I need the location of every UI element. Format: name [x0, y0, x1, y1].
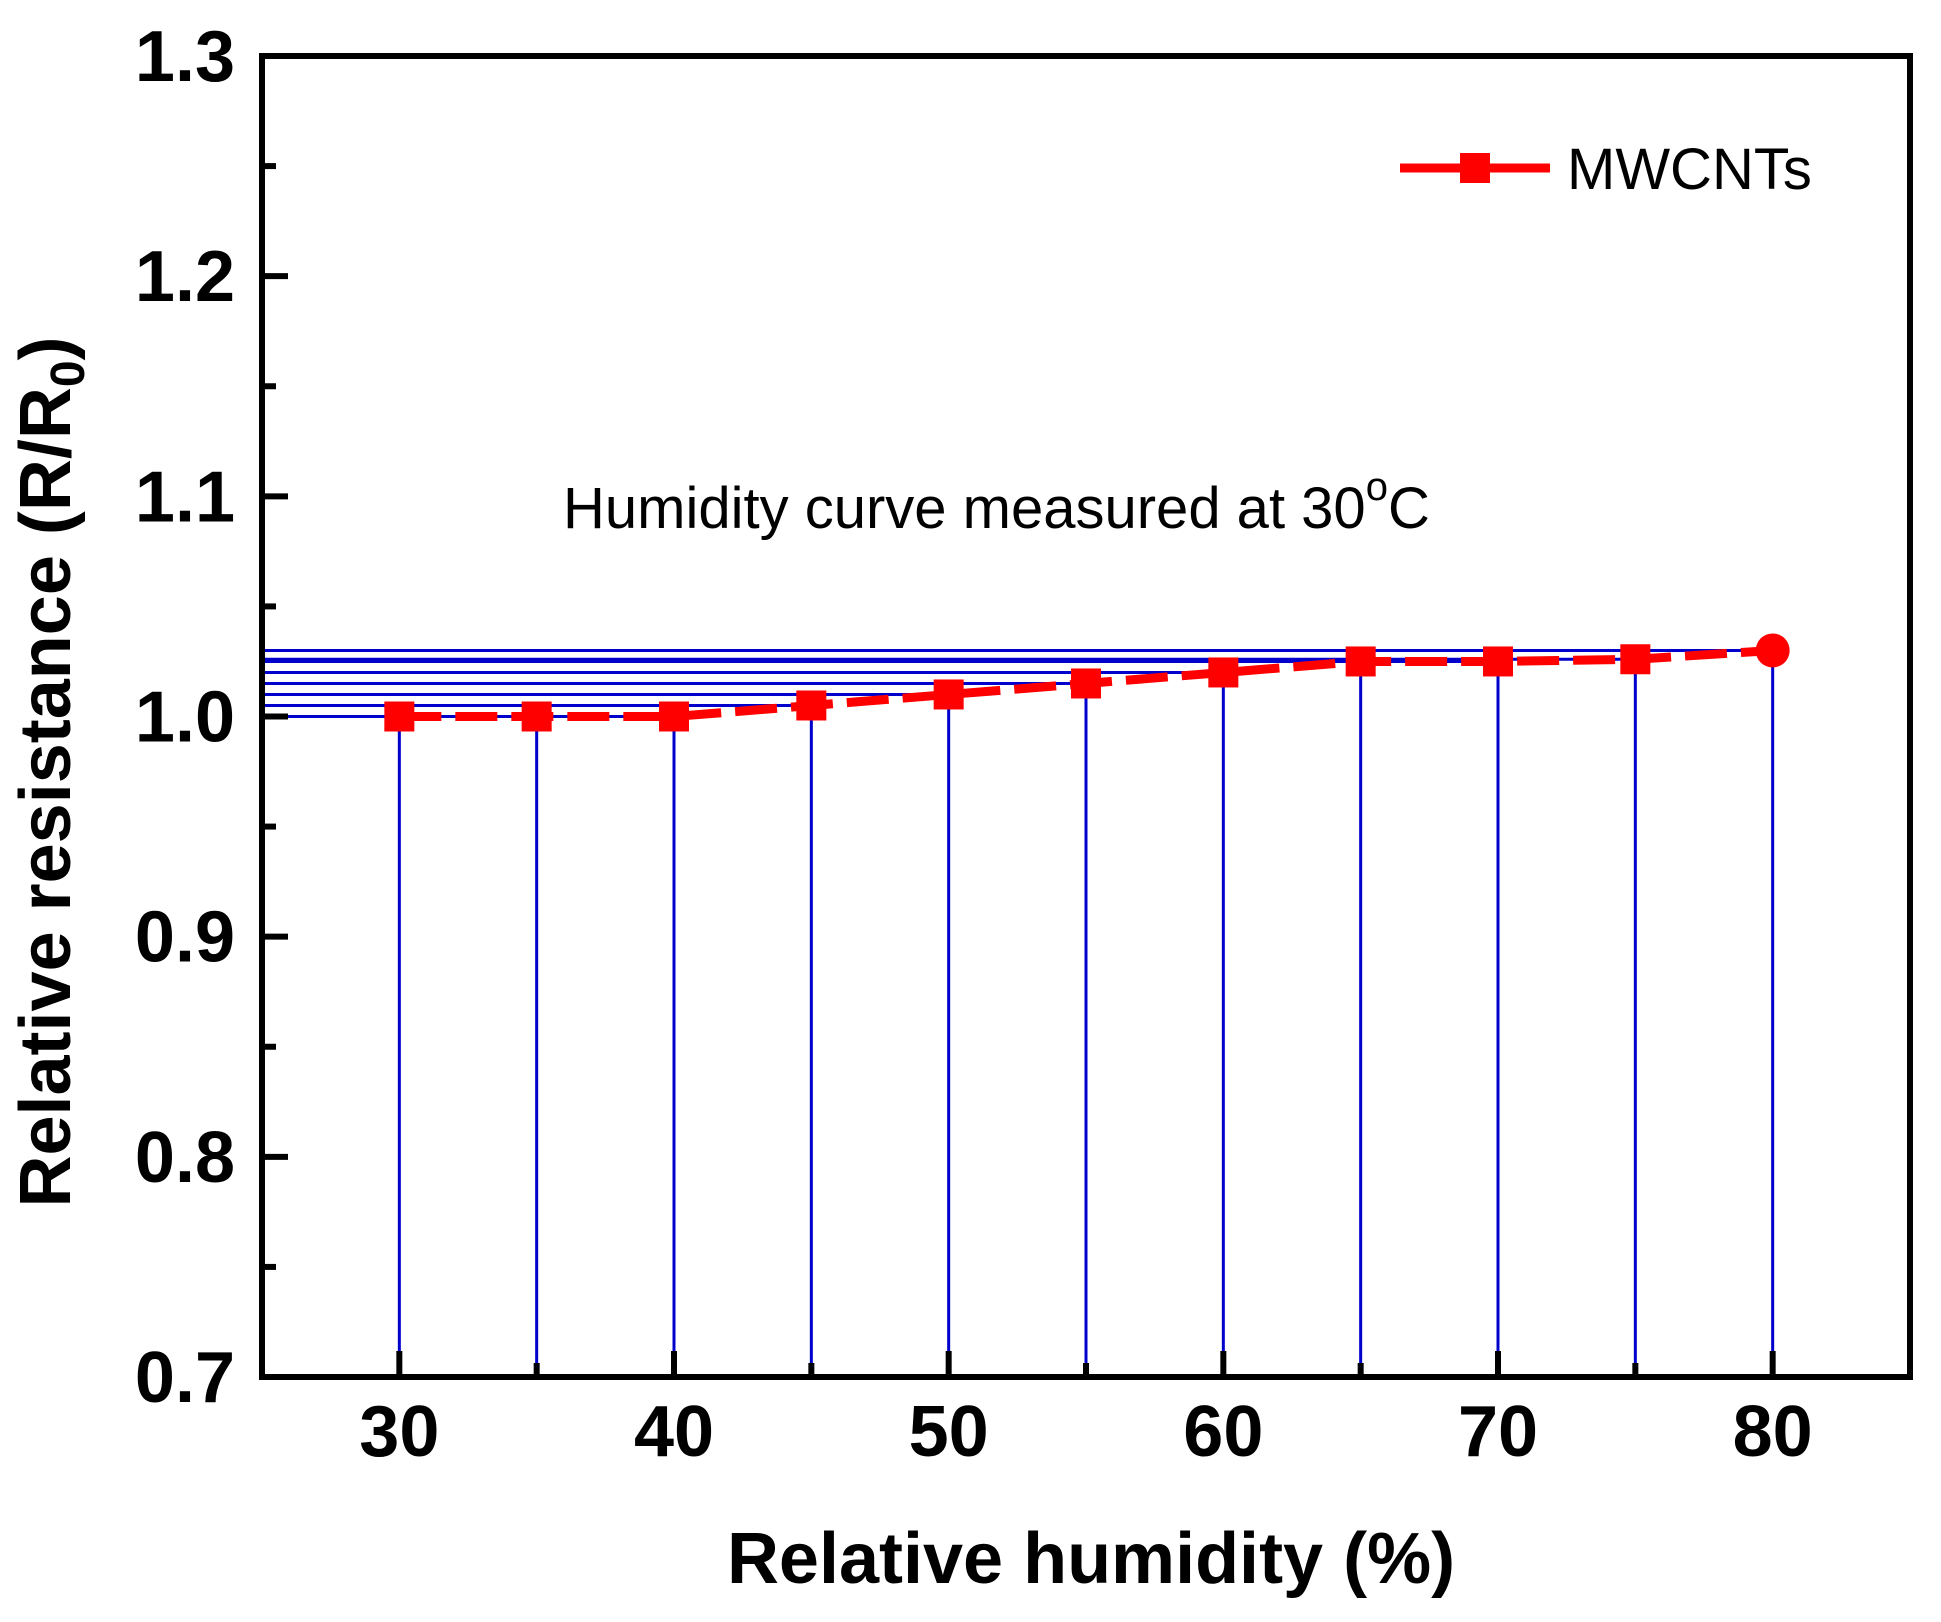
y-tick-label: 1.0 [135, 678, 235, 758]
y-tick-label: 0.9 [135, 898, 235, 978]
x-tick-label: 40 [634, 1392, 714, 1472]
y-tick-label: 1.1 [135, 457, 235, 537]
x-tick-label: 80 [1733, 1392, 1813, 1472]
data-point-square [1483, 646, 1513, 677]
data-point-square [1345, 646, 1376, 677]
x-tick-label: 30 [359, 1392, 439, 1472]
annotation-main: Humidity curve measured at 30 [563, 476, 1366, 541]
x-axis-ticks: 30 40 50 60 70 80 [359, 1351, 1813, 1472]
data-point-square [659, 701, 689, 732]
y-axis-title-suffix: ) [6, 336, 86, 360]
legend-label-mwcnts: MWCNTs [1567, 137, 1812, 202]
data-point-square [1208, 657, 1239, 688]
y-axis-title: Relative resistance (R/R0) [6, 336, 95, 1207]
x-tick-label: 60 [1183, 1392, 1263, 1472]
data-point-square [796, 690, 827, 721]
data-point-square [384, 701, 415, 732]
legend-marker [1460, 153, 1490, 183]
y-tick-label: 1.2 [135, 237, 235, 317]
x-tick-label: 50 [909, 1392, 989, 1472]
data-point-square [1620, 644, 1651, 675]
annotation-suffix: C [1388, 476, 1430, 541]
y-tick-label: 0.7 [135, 1338, 235, 1418]
series-layer [384, 633, 1790, 732]
y-axis-ticks: 0.7 0.8 0.9 1.0 1.1 1.2 1.3 [135, 17, 288, 1418]
chart-annotation: Humidity curve measured at 30oC [563, 465, 1430, 541]
y-axis-title-subscript: 0 [42, 360, 95, 387]
annotation-superscript: o [1366, 465, 1388, 509]
y-tick-label: 0.8 [135, 1118, 235, 1198]
y-tick-label: 1.3 [135, 17, 235, 97]
data-point-circle [1755, 633, 1790, 668]
x-axis-title: Relative humidity (%) [727, 1519, 1455, 1599]
data-point-square [1071, 668, 1101, 699]
legend: MWCNTs [1400, 137, 1812, 202]
y-axis-title-main: Relative resistance (R/R [6, 387, 86, 1207]
data-point-square [933, 679, 964, 710]
data-point-square [521, 701, 552, 732]
x-tick-label: 70 [1458, 1392, 1538, 1472]
